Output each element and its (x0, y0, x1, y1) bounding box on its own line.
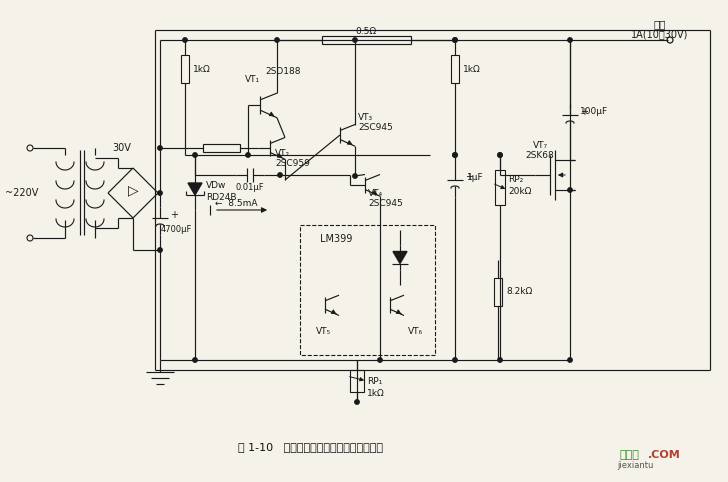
Text: 30V: 30V (112, 143, 131, 153)
Bar (203, 144, 240, 152)
Circle shape (498, 153, 502, 157)
Circle shape (667, 37, 673, 43)
Text: 输出: 输出 (654, 19, 666, 29)
Circle shape (278, 173, 282, 177)
Circle shape (193, 358, 197, 362)
Text: 1A(10～30V): 1A(10～30V) (631, 29, 689, 39)
Circle shape (378, 358, 382, 362)
Bar (181, 55, 189, 83)
Circle shape (353, 174, 357, 178)
Text: 8.2kΩ: 8.2kΩ (506, 287, 532, 296)
Circle shape (27, 235, 33, 241)
Circle shape (568, 358, 572, 362)
Circle shape (353, 38, 357, 42)
Text: 2SK68: 2SK68 (526, 151, 555, 161)
Text: VT₁: VT₁ (245, 76, 260, 84)
Text: ←  8.5mA: ← 8.5mA (215, 200, 258, 209)
Text: VT₃: VT₃ (358, 112, 373, 121)
Text: 图 1-10   采用低温漂稳压管的稳压电源电路: 图 1-10 采用低温漂稳压管的稳压电源电路 (237, 442, 382, 452)
Text: 20kΩ: 20kΩ (508, 187, 531, 196)
Text: 0.01μF: 0.01μF (236, 183, 264, 191)
Text: .COM: .COM (648, 450, 681, 460)
Circle shape (158, 248, 162, 252)
Bar (322, 36, 411, 44)
Text: 1kΩ: 1kΩ (367, 388, 385, 398)
Circle shape (453, 38, 457, 42)
Circle shape (568, 38, 572, 42)
Text: ▷: ▷ (127, 183, 138, 197)
Circle shape (453, 358, 457, 362)
Text: +: + (170, 210, 178, 220)
Circle shape (246, 153, 250, 157)
Circle shape (355, 400, 359, 404)
Text: RP₂: RP₂ (508, 174, 523, 184)
Circle shape (274, 38, 280, 42)
Text: +: + (580, 107, 588, 117)
Text: 4700μF: 4700μF (161, 226, 192, 235)
Text: 2SC945: 2SC945 (358, 123, 392, 133)
Text: VDw: VDw (206, 182, 226, 190)
Text: VT₂: VT₂ (275, 148, 290, 158)
Text: 100μF: 100μF (580, 107, 608, 117)
Text: VT₄: VT₄ (368, 188, 383, 198)
Bar (451, 55, 459, 83)
Bar (494, 278, 502, 306)
Text: 1kΩ: 1kΩ (193, 66, 210, 75)
Text: 0.5Ω: 0.5Ω (355, 27, 376, 37)
Circle shape (453, 38, 457, 42)
Circle shape (498, 358, 502, 362)
Text: 1kΩ: 1kΩ (463, 66, 480, 75)
Polygon shape (393, 252, 407, 264)
Text: 接线图: 接线图 (620, 450, 640, 460)
Text: +: + (465, 172, 473, 182)
Circle shape (183, 38, 187, 42)
Text: RP₁: RP₁ (367, 376, 382, 386)
Bar (350, 370, 364, 392)
Text: 1μF: 1μF (467, 173, 483, 182)
Text: 2SC959: 2SC959 (275, 160, 310, 169)
Text: VT₆: VT₆ (408, 326, 423, 335)
Circle shape (498, 153, 502, 157)
Text: 2SD188: 2SD188 (265, 67, 301, 77)
Text: RD24B: RD24B (206, 193, 237, 202)
Polygon shape (188, 183, 202, 195)
Circle shape (193, 153, 197, 157)
Circle shape (453, 153, 457, 157)
Bar (300, 225, 435, 355)
Circle shape (568, 188, 572, 192)
Text: VT₇: VT₇ (532, 140, 547, 149)
Text: VT₅: VT₅ (315, 326, 331, 335)
Circle shape (453, 153, 457, 157)
Bar (495, 170, 505, 205)
Text: jiexiantu: jiexiantu (617, 461, 653, 470)
Text: ~220V: ~220V (5, 188, 39, 198)
Text: LM399: LM399 (320, 234, 352, 244)
Circle shape (158, 191, 162, 195)
Circle shape (27, 145, 33, 151)
Circle shape (158, 146, 162, 150)
Text: 2SC945: 2SC945 (368, 200, 403, 209)
